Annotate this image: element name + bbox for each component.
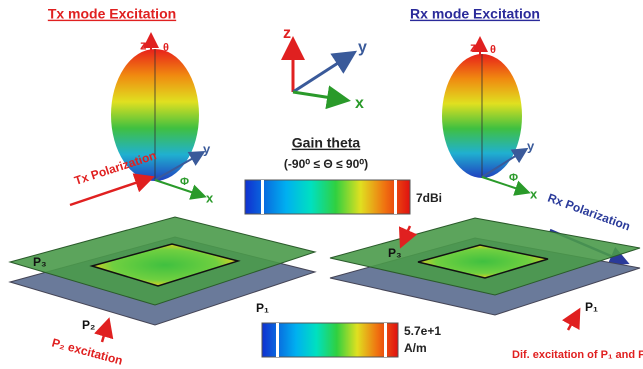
legend-title: Gain theta: [292, 135, 361, 151]
excitation-arrow: [568, 312, 578, 330]
colorbar-stripe: [261, 180, 264, 214]
excitation-label: P₂ excitation: [50, 335, 124, 367]
axis-label: x: [530, 186, 538, 201]
axis-label: z: [283, 25, 291, 42]
axis-label: z: [470, 39, 477, 54]
colorbar-stripe: [394, 180, 397, 214]
port-label: P₃: [33, 255, 47, 269]
axis-label: y: [527, 138, 535, 153]
rx-title: Rx mode Excitation: [410, 6, 540, 22]
excitation-arrow: [102, 322, 108, 342]
axis-label: θ: [163, 42, 169, 54]
port-label: P₃: [388, 246, 402, 260]
colorbar-stripe: [384, 323, 387, 357]
colorbar: [262, 323, 398, 357]
figure: Tx mode Excitation Rx mode Excitation z …: [0, 0, 643, 369]
polarization-label: Rx Polarization: [546, 191, 632, 234]
axis-label: θ: [490, 44, 496, 56]
colorbar: [245, 180, 410, 214]
port-label: P₁: [585, 300, 598, 314]
port-label: P₂: [82, 318, 95, 332]
colorbar-stripe: [276, 323, 279, 357]
axis-label: y: [358, 39, 367, 56]
axis-label: z: [140, 37, 147, 52]
legend-unit: A/m: [404, 341, 427, 355]
axis-label: x: [206, 190, 214, 205]
excitation-label: Dif. excitation of P₁ and P₃: [512, 349, 643, 361]
axis-label: Φ: [509, 172, 518, 184]
port-label: P₁: [256, 301, 269, 315]
axis-label: x: [355, 95, 364, 112]
center-axes: [293, 42, 352, 100]
legend-range: (-90⁰ ≤ Θ ≤ 90⁰): [284, 157, 368, 171]
tx-title: Tx mode Excitation: [48, 6, 176, 22]
axis-label: Φ: [180, 176, 189, 188]
legend-max: 5.7e+1: [404, 324, 441, 338]
axis-label: y: [203, 141, 211, 156]
legend-max: 7dBi: [416, 191, 442, 205]
